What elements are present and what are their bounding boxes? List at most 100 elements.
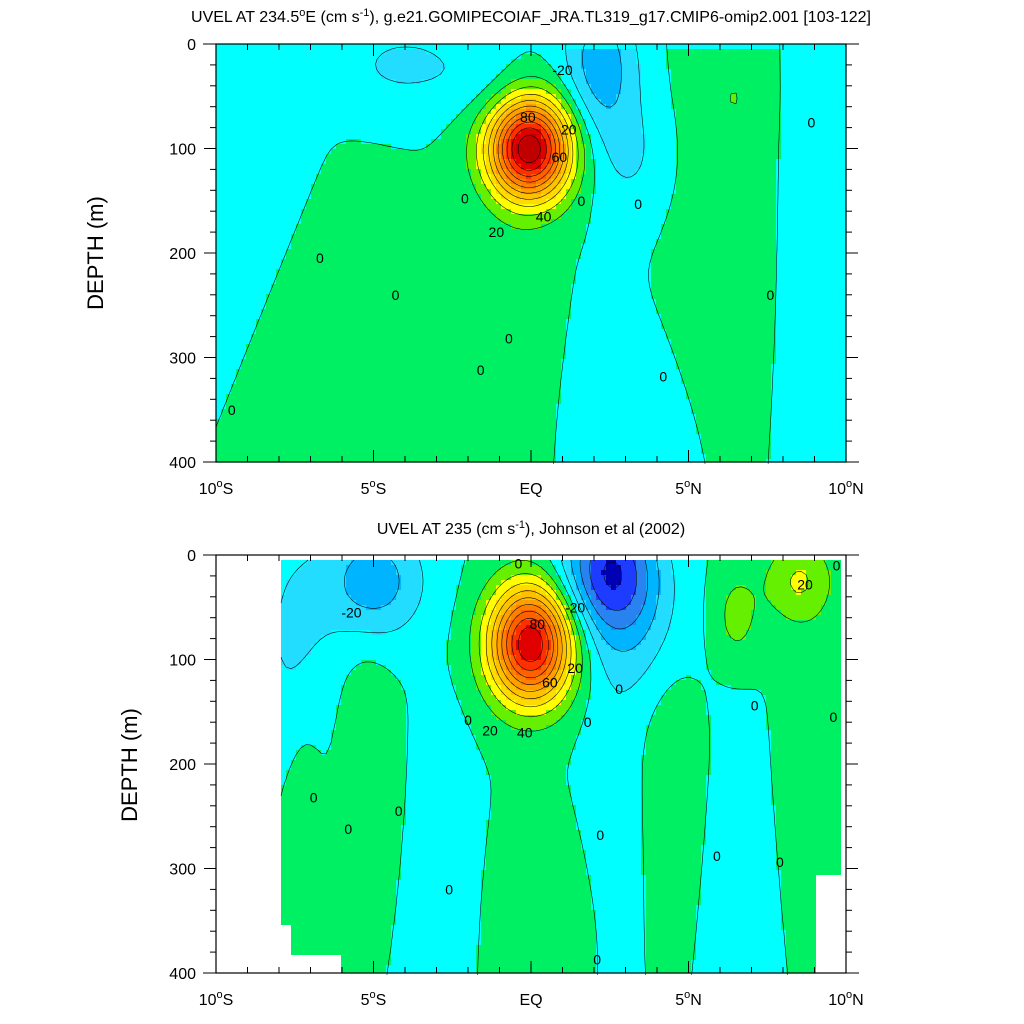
field-cell — [676, 214, 682, 220]
field-cell — [311, 44, 317, 50]
field-cell — [386, 89, 392, 95]
field-cell — [261, 64, 267, 70]
field-cell — [226, 119, 232, 125]
field-cell — [536, 159, 542, 165]
field-cell — [316, 104, 322, 110]
field-cell — [631, 104, 637, 110]
field-cell — [216, 139, 222, 145]
field-cell — [661, 174, 667, 180]
field-cell — [456, 149, 462, 155]
field-cell — [281, 219, 287, 225]
field-cell — [296, 74, 302, 80]
field-cell — [346, 44, 352, 50]
field-cell — [421, 239, 427, 245]
field-cell — [596, 49, 602, 55]
field-cell — [266, 99, 272, 105]
field-cell — [611, 114, 617, 120]
field-cell — [351, 74, 357, 80]
field-cell — [241, 159, 247, 165]
field-cell — [451, 199, 457, 205]
field-cell — [676, 194, 682, 200]
field-cell — [451, 124, 457, 130]
field-cell — [471, 214, 477, 220]
field-cell — [226, 219, 232, 225]
field-cell — [411, 179, 417, 185]
field-cell — [721, 234, 727, 240]
field-cell — [811, 154, 817, 160]
field-cell — [501, 89, 507, 95]
field-cell — [396, 154, 402, 160]
field-cell — [716, 124, 722, 130]
field-cell — [836, 154, 842, 160]
field-cell — [291, 169, 297, 175]
field-cell — [596, 184, 602, 190]
field-cell — [451, 74, 457, 80]
field-cell — [826, 169, 832, 175]
field-cell — [296, 209, 302, 215]
field-cell — [291, 44, 297, 50]
field-cell — [791, 209, 797, 215]
field-cell — [396, 49, 402, 55]
field-cell — [411, 214, 417, 220]
field-cell — [806, 54, 812, 60]
field-cell — [256, 69, 262, 75]
field-cell — [831, 49, 837, 55]
field-cell — [251, 174, 257, 180]
field-cell — [451, 149, 457, 155]
field-cell — [386, 209, 392, 215]
field-cell — [416, 239, 422, 245]
field-cell — [696, 119, 702, 125]
field-cell — [706, 149, 712, 155]
field-cell — [276, 94, 282, 100]
field-cell — [386, 224, 392, 230]
field-cell — [731, 119, 737, 125]
field-cell — [321, 64, 327, 70]
field-cell — [301, 99, 307, 105]
field-cell — [606, 44, 612, 50]
field-cell — [646, 219, 652, 225]
field-cell — [421, 214, 427, 220]
field-cell — [771, 164, 777, 170]
field-cell — [751, 199, 757, 205]
field-cell — [246, 219, 252, 225]
field-cell — [341, 214, 347, 220]
field-cell — [411, 129, 417, 135]
field-cell — [551, 229, 557, 235]
field-cell — [621, 204, 627, 210]
field-cell — [606, 164, 612, 170]
field-cell — [741, 94, 747, 100]
field-cell — [396, 139, 402, 145]
field-cell — [781, 154, 787, 160]
field-cell — [386, 109, 392, 115]
field-cell — [346, 134, 352, 140]
field-cell — [676, 54, 682, 60]
field-cell — [636, 129, 642, 135]
field-cell — [341, 229, 347, 235]
field-cell — [596, 164, 602, 170]
field-cell — [796, 179, 802, 185]
field-cell — [291, 154, 297, 160]
field-cell — [636, 144, 642, 150]
field-cell — [741, 229, 747, 235]
field-cell — [626, 214, 632, 220]
field-cell — [476, 209, 482, 215]
field-cell — [376, 124, 382, 130]
field-cell — [576, 64, 582, 70]
field-cell — [446, 74, 452, 80]
field-cell — [431, 194, 437, 200]
field-cell — [311, 124, 317, 130]
field-cell — [701, 134, 707, 140]
field-cell — [816, 59, 822, 65]
field-cell — [306, 169, 312, 175]
field-cell — [436, 174, 442, 180]
field-cell — [316, 64, 322, 70]
field-cell — [406, 109, 412, 115]
field-cell — [641, 224, 647, 230]
field-cell — [601, 79, 607, 85]
field-cell — [836, 134, 842, 140]
field-cell — [511, 239, 517, 245]
field-cell — [236, 159, 242, 165]
field-cell — [821, 109, 827, 115]
field-cell — [786, 129, 792, 135]
field-cell — [681, 74, 687, 80]
